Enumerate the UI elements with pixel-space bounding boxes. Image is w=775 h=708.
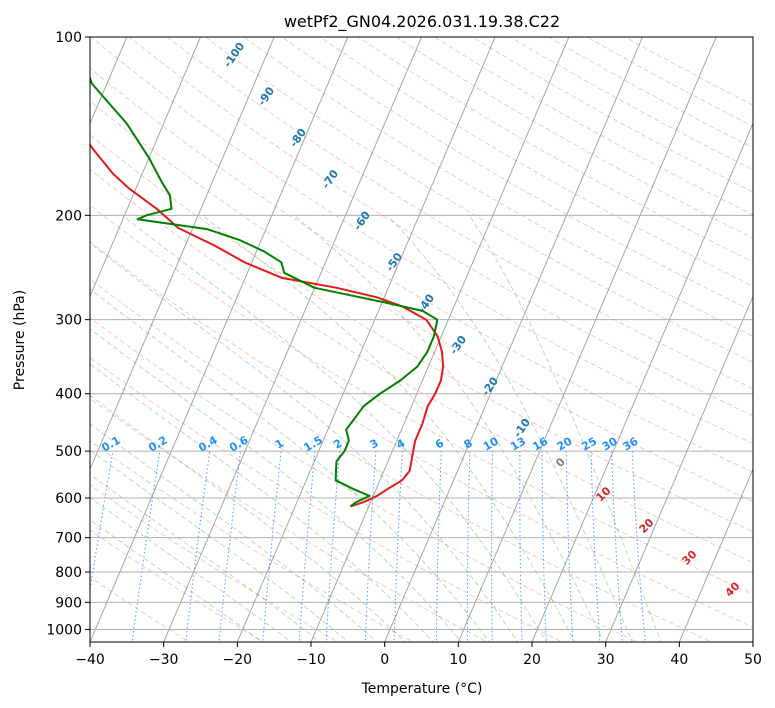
isotherm-line	[90, 37, 201, 298]
mixing-ratio-line	[466, 451, 471, 642]
x-tick-label: 10	[449, 652, 467, 668]
isotherm-line	[605, 295, 753, 642]
plot-frame	[89, 36, 754, 643]
dry-adiabat	[204, 37, 753, 363]
dry-adiabat	[242, 37, 753, 337]
dry-adiabat	[395, 37, 753, 239]
isotherm-lines	[90, 37, 753, 642]
profile-series	[90, 75, 445, 508]
isotherm-line	[90, 37, 275, 471]
y-tick-label: 100	[55, 30, 82, 46]
moist-adiabat	[90, 242, 519, 642]
dry-adiabat	[128, 37, 753, 417]
dry-adiabat	[166, 37, 753, 390]
dry-adiabat	[281, 37, 753, 312]
dewpoint-line	[90, 75, 439, 508]
dry-adiabat	[90, 317, 639, 642]
mixing-ratio-line	[435, 451, 442, 642]
dry-adiabat	[90, 398, 489, 642]
y-tick-label: 1000	[46, 622, 82, 638]
moist-adiabat	[468, 215, 662, 642]
x-tick-label: −30	[149, 652, 179, 668]
y-tick-label: 800	[55, 565, 82, 581]
mixing-ratio-line	[393, 451, 403, 642]
x-tick-label: 0	[380, 652, 389, 668]
moist-adiabat	[90, 519, 264, 642]
moist-adiabat	[387, 214, 633, 642]
dry-adiabat	[90, 356, 564, 642]
dry-adiabat	[90, 100, 753, 503]
mixing-ratio-line	[364, 451, 377, 642]
dry-adiabat	[433, 37, 753, 216]
dry-adiabat	[90, 37, 753, 445]
mixing-ratio-line	[590, 451, 601, 642]
isotherm-line	[384, 37, 643, 642]
isotherm-line	[310, 37, 570, 642]
x-tick-label: −40	[75, 652, 105, 668]
dry-adiabat	[90, 67, 753, 473]
moist-adiabat	[90, 328, 462, 642]
dry-adiabat	[90, 278, 713, 642]
x-axis-label: Temperature (°C)	[361, 681, 483, 697]
y-tick-label: 500	[55, 444, 82, 460]
chart-title: wetPf2_GN04.2026.031.19.38.C22	[284, 12, 560, 32]
isotherm-line	[457, 37, 717, 642]
dry-adiabat	[357, 37, 753, 263]
y-axis-label: Pressure (hPa)	[12, 290, 28, 390]
pressure-gridlines	[90, 37, 753, 630]
x-tick-label: −10	[296, 652, 326, 668]
y-tick-label: 300	[55, 313, 82, 329]
y-tick-label: 600	[55, 491, 82, 507]
isotherm-line	[531, 122, 753, 642]
moist-adiabat	[90, 473, 321, 642]
moist-adiabat	[90, 394, 406, 642]
dry-adiabat	[90, 168, 753, 564]
moist-adiabat	[90, 449, 350, 642]
mixing-ratio-line	[541, 451, 547, 642]
moist-adiabat	[293, 214, 605, 642]
moist-adiabat	[90, 288, 491, 642]
dry-adiabat	[90, 241, 753, 628]
x-tick-label: −20	[223, 652, 253, 668]
mixing-ratio-line	[519, 451, 523, 642]
y-tick-label: 700	[55, 531, 82, 547]
mixing-ratio-line	[565, 451, 574, 642]
y-tick-label: 900	[55, 595, 82, 611]
isotherm-line	[678, 467, 753, 642]
y-tick-label: 200	[55, 208, 82, 224]
x-tick-label: 20	[523, 652, 541, 668]
isotherm-line	[236, 37, 496, 642]
mixing-ratio-line	[491, 451, 494, 642]
x-tick-label: 40	[670, 652, 688, 668]
dry-adiabat	[90, 204, 753, 595]
dry-adiabat	[547, 37, 753, 149]
y-tick-label: 400	[55, 387, 82, 403]
x-tick-label: 50	[744, 652, 762, 668]
moist-adiabat	[201, 214, 576, 642]
isotherm-line	[163, 37, 422, 642]
isotherm-line	[90, 37, 349, 642]
x-tick-label: 30	[597, 652, 615, 668]
temperature-line	[90, 143, 445, 508]
moist-adiabat	[121, 214, 547, 642]
moist-adiabat	[90, 423, 378, 642]
